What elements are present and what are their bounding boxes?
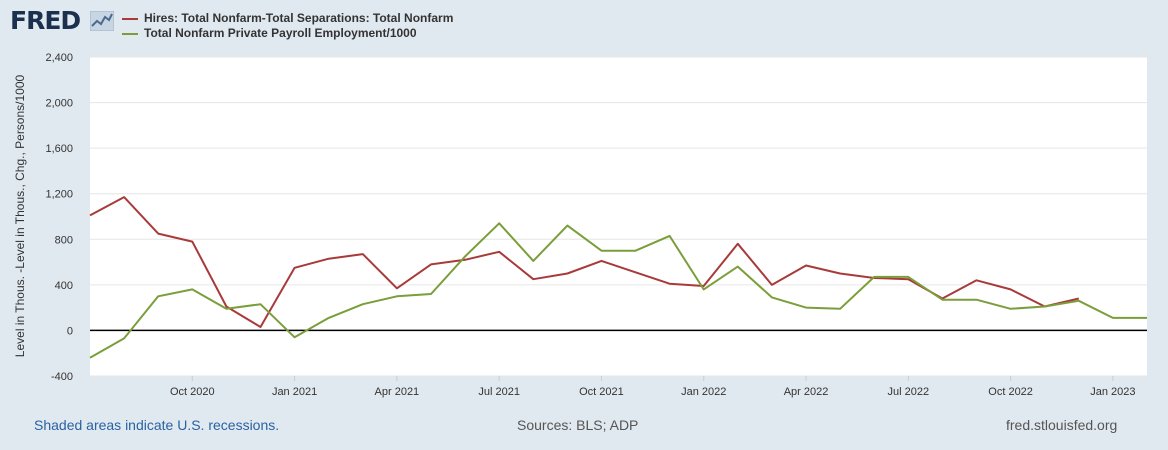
chart-legend: Hires: Total Nonfarm-Total Separations: … (122, 11, 453, 41)
gridlines (90, 56, 1147, 377)
x-tick-label: Oct 2022 (988, 386, 1033, 398)
y-tick-label: 400 (55, 280, 73, 292)
x-tick-label: Jan 2022 (681, 386, 726, 398)
x-tick-label: Jan 2023 (1090, 386, 1135, 398)
y-tick-label: 0 (67, 325, 73, 337)
y-tick-label: 2,400 (45, 52, 73, 64)
legend-swatch-red (122, 17, 138, 20)
y-tick-label: 800 (55, 234, 73, 246)
x-axis-ticks: Oct 2020 Jan 2021 Apr 2021 Jul 2021 Oct 2021… (170, 376, 1136, 398)
fred-site-link[interactable]: fred.stlouisfed.org (1006, 417, 1118, 433)
line-chart-icon (90, 11, 114, 31)
recession-note-link[interactable]: Shaded areas indicate U.S. recessions. (34, 417, 280, 433)
series-lines (89, 196, 1147, 359)
x-tick-label: Jan 2021 (272, 386, 317, 398)
y-tick-label: 2,000 (45, 98, 73, 110)
plot-area (90, 57, 1147, 376)
sources-text: Sources: BLS; ADP (517, 417, 639, 433)
y-axis-ticks: -400 0 400 800 1,200 1,600 2,000 2,400 (45, 52, 73, 383)
legend-label: Hires: Total Nonfarm-Total Separations: … (144, 11, 454, 25)
chart-header: FRED Hires: Total Nonfarm-Total Separati… (0, 0, 1168, 50)
legend-swatch-green (122, 32, 138, 35)
x-tick-label: Apr 2021 (375, 386, 420, 398)
y-axis-label: Level in Thous. -Level in Thous., Chg., … (13, 74, 27, 357)
x-tick-label: Oct 2020 (170, 386, 215, 398)
x-tick-label: Jul 2022 (888, 386, 930, 398)
legend-item-private-payroll[interactable]: Total Nonfarm Private Payroll Employment… (122, 26, 453, 41)
y-tick-label: 1,200 (45, 189, 73, 201)
legend-label: Total Nonfarm Private Payroll Employment… (144, 26, 417, 40)
x-tick-label: Apr 2022 (784, 386, 829, 398)
legend-item-hires-minus-separations[interactable]: Hires: Total Nonfarm-Total Separations: … (122, 11, 453, 26)
fred-logo-text: FRED (10, 6, 81, 35)
series-line-private-payroll[interactable] (89, 222, 1147, 359)
x-tick-label: Oct 2021 (579, 386, 624, 398)
y-tick-label: -400 (51, 371, 73, 383)
line-chart[interactable]: -400 0 400 800 1,200 1,600 2,000 2,400 Oct 2020… (0, 0, 1168, 410)
series-line-hires-minus-separations[interactable] (89, 196, 1080, 328)
y-tick-label: 1,600 (45, 143, 73, 155)
x-tick-label: Jul 2021 (478, 386, 520, 398)
